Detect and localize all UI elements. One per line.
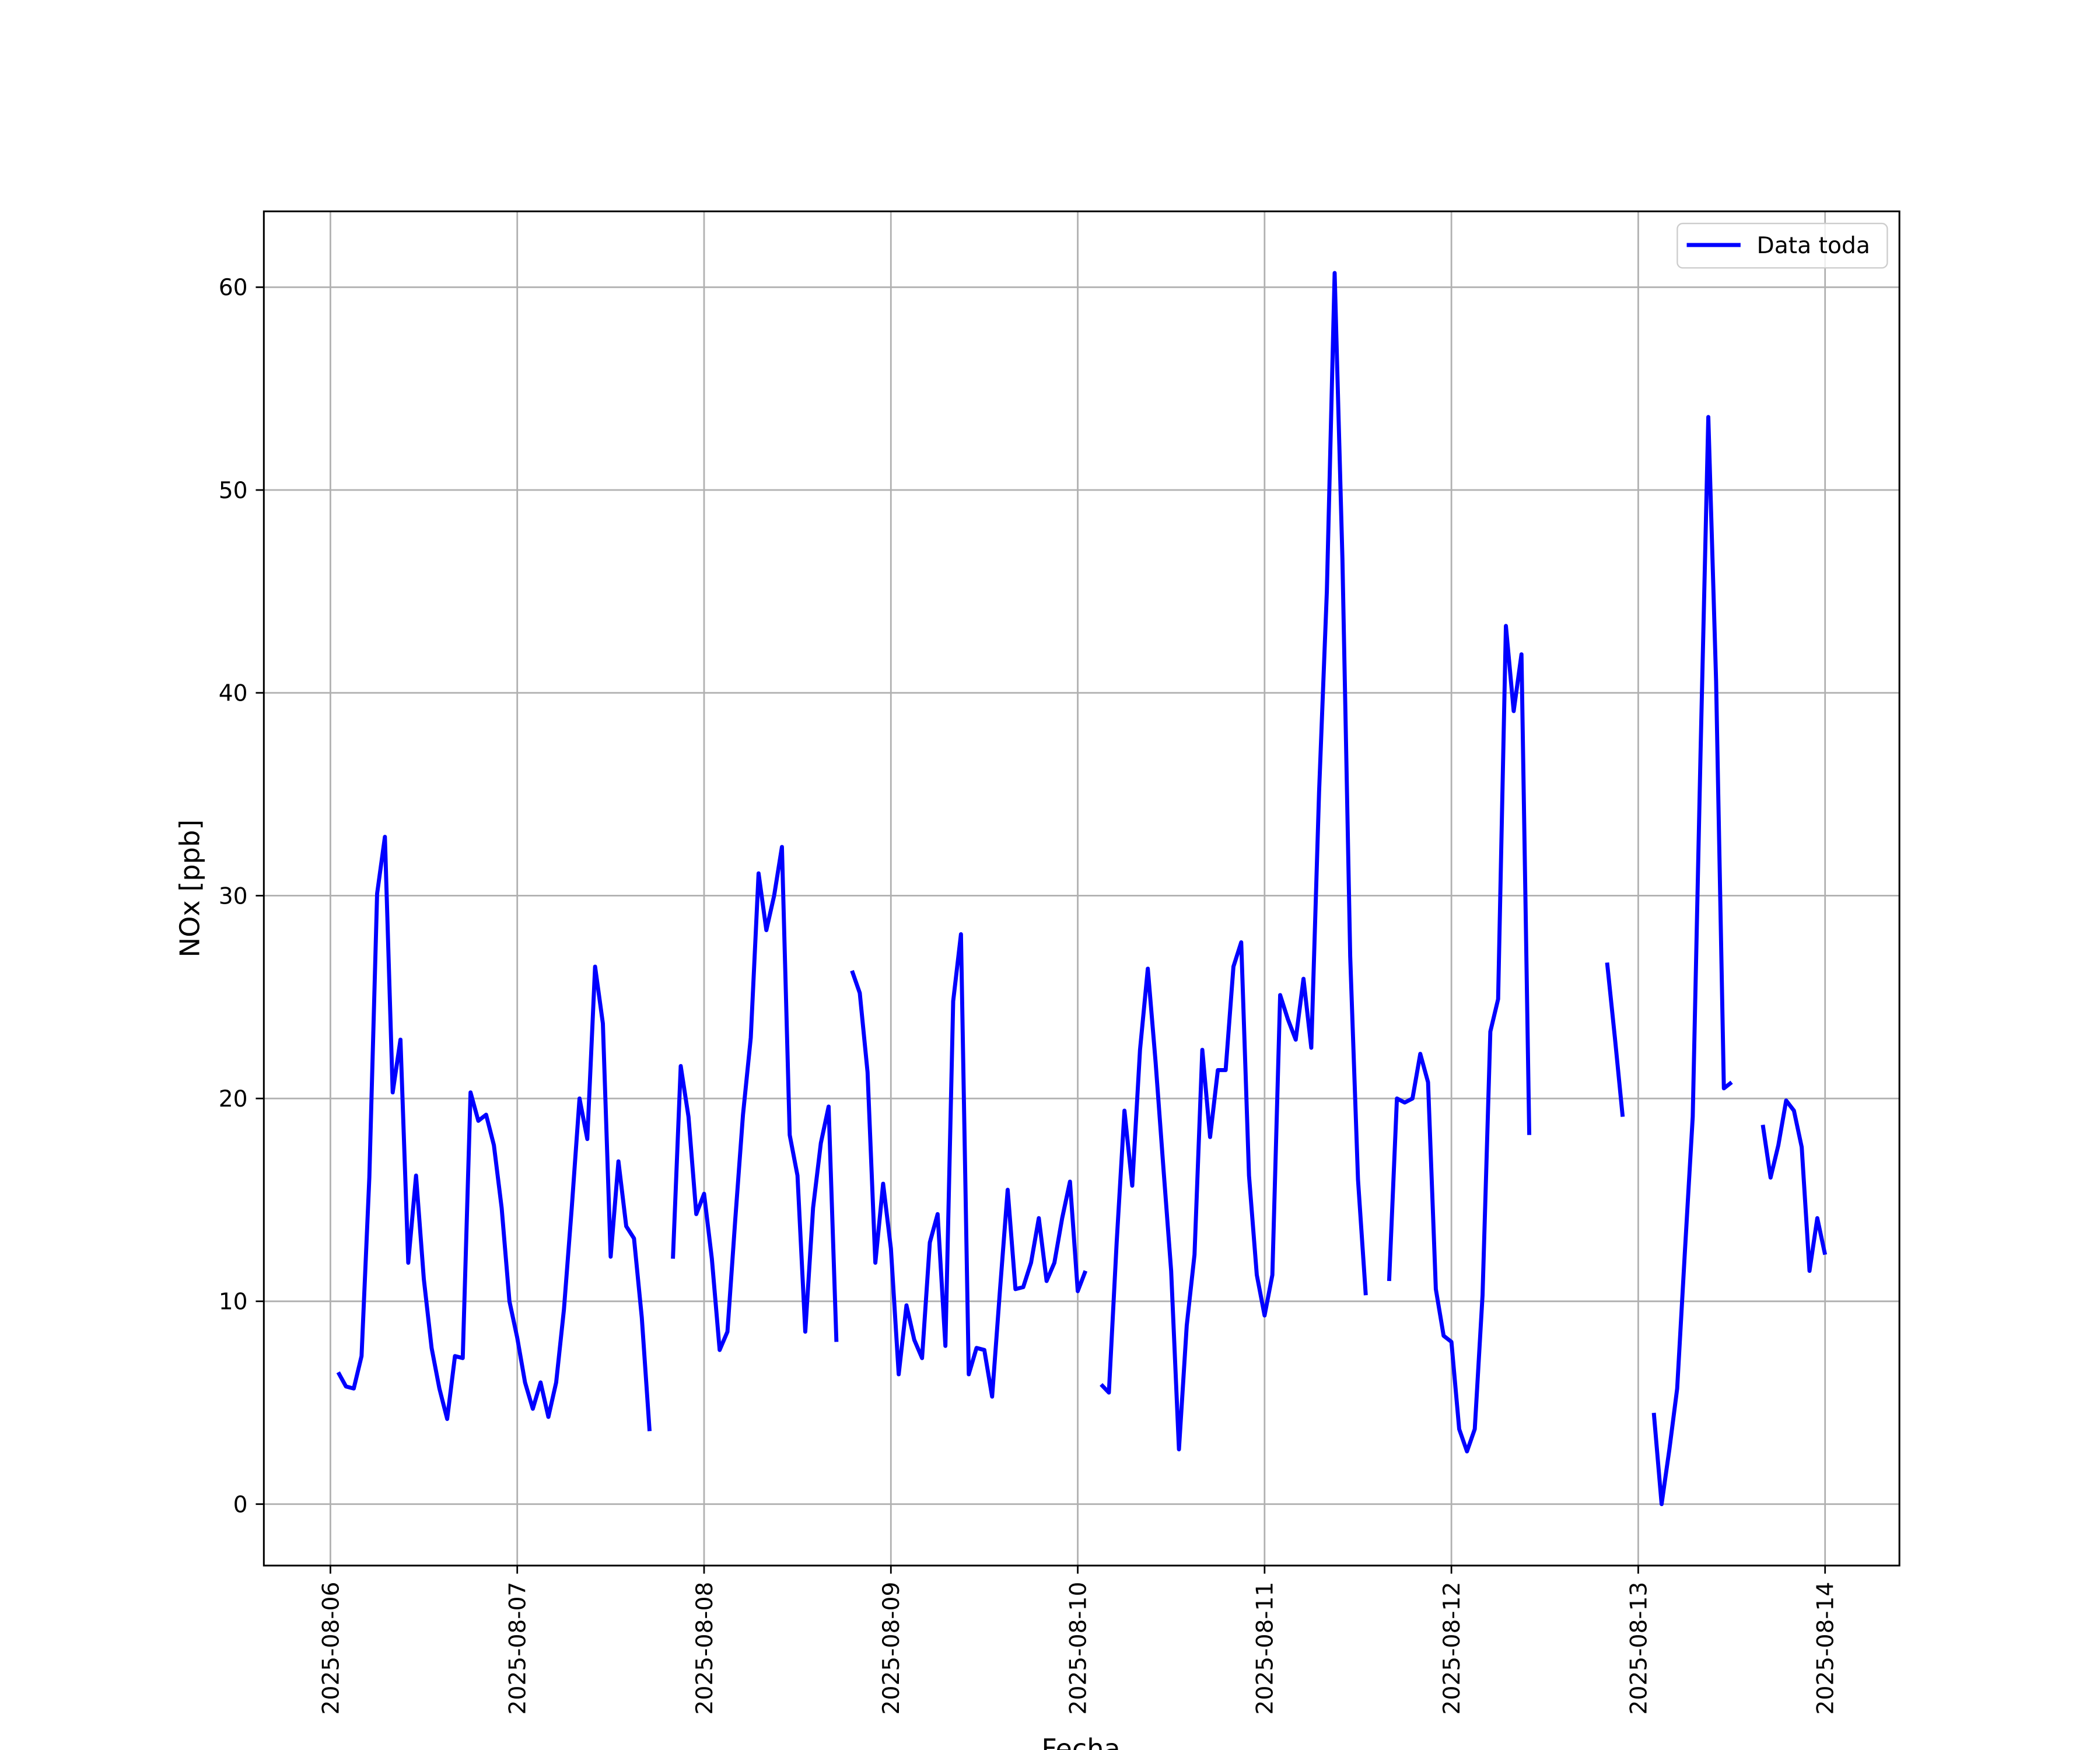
y-tick-label: 60 (219, 275, 248, 301)
y-tick-label: 30 (219, 883, 248, 909)
legend-label: Data toda (1757, 233, 1870, 259)
x-tick-label: 2025-08-07 (505, 1582, 531, 1715)
x-tick-label: 2025-08-11 (1252, 1582, 1279, 1715)
x-tick-label: 2025-08-09 (878, 1582, 905, 1715)
x-tick-label: 2025-08-14 (1813, 1582, 1839, 1715)
y-tick-label: 50 (219, 478, 248, 504)
legend-box (1676, 222, 1888, 269)
y-tick-label: 20 (219, 1086, 248, 1112)
legend: Data toda (1676, 222, 1888, 269)
x-tick-label: 2025-08-08 (692, 1582, 718, 1715)
data-line (336, 271, 1828, 1506)
y-tick-label: 10 (219, 1289, 248, 1315)
plot-frame (262, 210, 1901, 1567)
y-tick-label: 0 (233, 1492, 248, 1518)
y-axis-label: NOx [ppb] (174, 820, 206, 958)
x-axis-label: Fecha (1041, 1733, 1120, 1750)
y-tick-label: 40 (219, 681, 248, 707)
x-tick-label: 2025-08-06 (318, 1582, 344, 1715)
x-tick-label: 2025-08-12 (1439, 1582, 1465, 1715)
x-tick-label: 2025-08-10 (1065, 1582, 1091, 1715)
x-tick-label: 2025-08-13 (1626, 1582, 1652, 1715)
